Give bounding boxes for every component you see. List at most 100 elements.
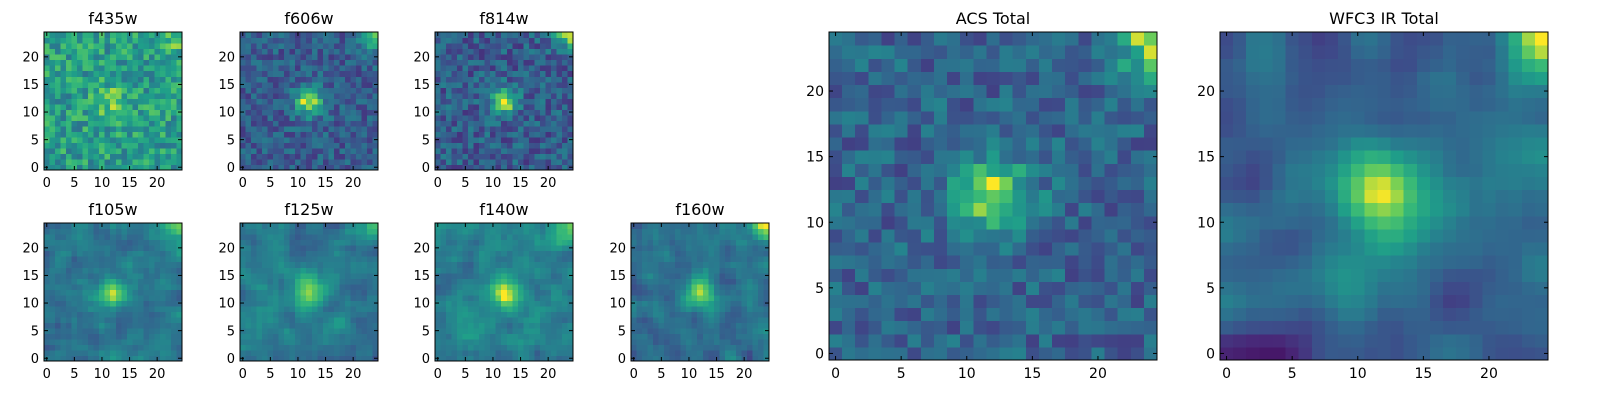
heatmap-cell <box>1065 320 1079 335</box>
heatmap-cell <box>267 234 274 241</box>
heatmap-cell <box>829 241 843 256</box>
heatmap-cell <box>664 267 671 274</box>
heatmap-cell <box>1143 346 1158 361</box>
heatmap-cell <box>240 344 247 351</box>
heatmap-cell <box>77 103 84 110</box>
heatmap-cell <box>757 245 765 252</box>
heatmap-cell <box>636 283 643 290</box>
heatmap-cell <box>154 322 161 329</box>
heatmap-cell <box>713 300 720 307</box>
heatmap-cell <box>556 228 563 235</box>
heatmap-cell <box>539 327 546 334</box>
heatmap-cell <box>170 261 178 268</box>
heatmap-cell <box>159 278 167 285</box>
heatmap-cell <box>278 349 285 357</box>
heatmap-cell <box>267 54 274 61</box>
heatmap-cell <box>49 228 56 235</box>
heatmap-cell <box>451 355 458 362</box>
heatmap-cell <box>339 316 346 323</box>
heatmap-cell <box>567 142 574 149</box>
heatmap-cell <box>490 294 497 301</box>
heatmap-cell <box>479 54 486 61</box>
heatmap-cell <box>713 349 720 357</box>
heatmap-cell <box>44 43 51 50</box>
heatmap-cell <box>534 333 541 340</box>
heatmap-cell <box>534 54 541 61</box>
heatmap-cell <box>642 305 649 312</box>
heatmap-cell <box>372 142 379 149</box>
heatmap-cell <box>435 147 442 155</box>
heatmap-cell <box>170 142 178 149</box>
heatmap-cell <box>451 338 458 346</box>
heatmap-cell <box>446 131 453 138</box>
heatmap-cell <box>148 48 155 55</box>
heatmap-cell <box>746 300 754 307</box>
heatmap-cell <box>121 70 128 77</box>
heatmap-cell <box>267 267 274 274</box>
heatmap-cell <box>328 316 335 323</box>
heatmap-cell <box>55 278 62 285</box>
heatmap-cell <box>99 322 106 329</box>
heatmap-cell <box>960 281 974 295</box>
heatmap-cell <box>686 267 693 274</box>
heatmap-cell <box>355 131 363 138</box>
heatmap-cells <box>44 32 183 171</box>
heatmap-cell <box>110 256 117 263</box>
heatmap-cell <box>468 70 475 77</box>
heatmap-cell <box>512 147 519 155</box>
y-tick-label: 20 <box>413 242 430 257</box>
heatmap-cell <box>110 245 117 252</box>
heatmap-cell <box>642 300 649 307</box>
heatmap-cell <box>446 311 453 318</box>
heatmap-cell <box>545 48 552 55</box>
heatmap-cell <box>556 278 563 285</box>
heatmap-cell <box>361 305 368 312</box>
heatmap-cell <box>154 98 161 105</box>
heatmap-cell <box>947 163 961 177</box>
heatmap-cell <box>245 65 252 72</box>
heatmap-cell <box>999 215 1014 230</box>
heatmap-cell <box>251 103 258 110</box>
heatmap-cell <box>446 87 453 94</box>
heatmap-cell <box>77 98 84 105</box>
heatmap-cell <box>99 142 106 149</box>
heatmap-cell <box>517 70 524 77</box>
heatmap-cell <box>708 234 715 241</box>
heatmap-cell <box>713 294 720 301</box>
heatmap-cell <box>1012 320 1027 335</box>
heatmap-cell <box>66 322 73 329</box>
heatmap-cell <box>82 81 89 88</box>
heatmap-cell <box>154 59 161 66</box>
heatmap-cell <box>501 87 508 94</box>
heatmap-cell <box>539 228 546 235</box>
heatmap-cell <box>658 261 665 268</box>
heatmap-cell <box>99 92 106 99</box>
heatmap-cell <box>636 327 643 334</box>
heatmap-cell <box>240 142 247 149</box>
heatmap-cell <box>462 147 469 155</box>
heatmap-cell <box>77 131 84 138</box>
heatmap-cell <box>484 289 491 296</box>
heatmap-cell <box>973 215 988 230</box>
heatmap-cell <box>539 250 546 257</box>
heatmap-cell <box>137 272 144 279</box>
heatmap-cell <box>523 344 530 351</box>
heatmap-cell <box>333 59 340 66</box>
heatmap-cell <box>528 114 535 121</box>
heatmap-cell <box>473 87 480 94</box>
heatmap-cell <box>256 349 263 357</box>
heatmap-cell <box>523 283 530 290</box>
heatmap-cell <box>664 223 671 230</box>
heatmap-cell <box>561 250 569 257</box>
heatmap-cell <box>669 327 676 334</box>
heatmap-cell <box>245 120 252 127</box>
heatmap-cell <box>322 65 329 72</box>
heatmap-cell <box>664 355 671 362</box>
x-tick-label: 15 <box>512 176 529 191</box>
heatmap-cell <box>697 294 704 301</box>
heatmap-cell <box>451 98 458 105</box>
heatmap-cell <box>148 250 155 257</box>
heatmap-cell <box>746 283 754 290</box>
heatmap-cell <box>763 223 770 230</box>
heatmap-cell <box>567 147 574 155</box>
